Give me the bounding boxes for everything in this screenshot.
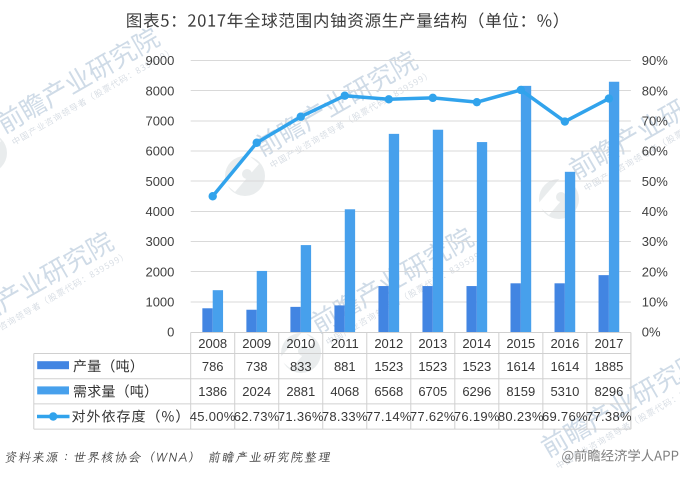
svg-text:1614: 1614 (506, 359, 535, 374)
svg-text:2012: 2012 (374, 336, 403, 351)
svg-text:2008: 2008 (198, 336, 227, 351)
svg-text:0: 0 (167, 325, 174, 340)
svg-text:45.00%: 45.00% (190, 409, 236, 424)
svg-text:1523: 1523 (374, 359, 403, 374)
svg-text:80.23%: 80.23% (498, 409, 544, 424)
svg-text:3000: 3000 (145, 234, 174, 249)
svg-text:6296: 6296 (462, 384, 491, 399)
svg-text:1523: 1523 (418, 359, 447, 374)
svg-text:80%: 80% (642, 83, 668, 98)
svg-text:77.62%: 77.62% (410, 409, 456, 424)
svg-text:2015: 2015 (506, 336, 535, 351)
svg-text:8159: 8159 (506, 384, 535, 399)
svg-text:2009: 2009 (242, 336, 271, 351)
svg-text:62.73%: 62.73% (234, 409, 280, 424)
svg-text:4000: 4000 (145, 204, 174, 219)
svg-text:6705: 6705 (418, 384, 447, 399)
svg-text:7000: 7000 (145, 113, 174, 128)
svg-text:60%: 60% (642, 144, 668, 159)
svg-text:8000: 8000 (145, 83, 174, 98)
svg-text:0%: 0% (642, 325, 661, 340)
svg-text:2013: 2013 (418, 336, 447, 351)
svg-text:786: 786 (202, 359, 224, 374)
svg-text:1000: 1000 (145, 294, 174, 309)
svg-text:833: 833 (290, 359, 312, 374)
svg-text:5310: 5310 (550, 384, 579, 399)
svg-text:10%: 10% (642, 294, 668, 309)
svg-text:6568: 6568 (374, 384, 403, 399)
svg-text:30%: 30% (642, 234, 668, 249)
svg-text:4068: 4068 (330, 384, 359, 399)
svg-text:40%: 40% (642, 204, 668, 219)
svg-text:2011: 2011 (331, 336, 359, 351)
svg-text:2024: 2024 (242, 384, 271, 399)
svg-text:20%: 20% (642, 264, 668, 279)
svg-text:76.19%: 76.19% (454, 409, 500, 424)
svg-text:78.33%: 78.33% (322, 409, 368, 424)
svg-text:1885: 1885 (594, 359, 623, 374)
svg-text:5000: 5000 (145, 174, 174, 189)
svg-text:8296: 8296 (594, 384, 623, 399)
svg-text:77.14%: 77.14% (366, 409, 412, 424)
svg-text:1523: 1523 (462, 359, 491, 374)
svg-text:2016: 2016 (550, 336, 579, 351)
svg-text:69.76%: 69.76% (542, 409, 588, 424)
svg-text:1614: 1614 (550, 359, 579, 374)
svg-text:881: 881 (334, 359, 356, 374)
svg-text:2010: 2010 (286, 336, 315, 351)
svg-text:6000: 6000 (145, 144, 174, 159)
svg-text:2014: 2014 (462, 336, 491, 351)
svg-text:9000: 9000 (145, 53, 174, 68)
svg-text:90%: 90% (642, 53, 668, 68)
svg-text:2017: 2017 (594, 336, 623, 351)
svg-text:77.38%: 77.38% (586, 409, 632, 424)
svg-text:50%: 50% (642, 174, 668, 189)
svg-text:738: 738 (246, 359, 268, 374)
svg-text:2000: 2000 (145, 264, 174, 279)
svg-text:70%: 70% (642, 113, 668, 128)
svg-text:1386: 1386 (198, 384, 227, 399)
svg-text:71.36%: 71.36% (278, 409, 324, 424)
svg-text:2881: 2881 (286, 384, 315, 399)
